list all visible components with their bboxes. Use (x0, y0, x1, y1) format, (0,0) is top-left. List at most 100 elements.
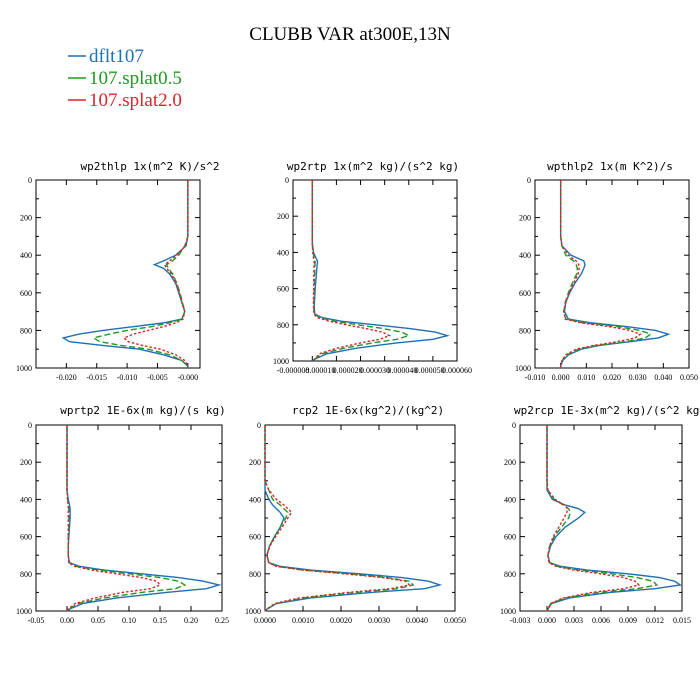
x-tick-label: 0.10 (122, 616, 136, 625)
panel-1: wp2thlp 1x(m^2 K)/s^2 0 200 400 600 800 1000 -0… (16, 160, 220, 382)
x-tick-label: 0.00 (60, 616, 74, 625)
x-tick-label: 0.000040 (387, 366, 417, 375)
y-tick-label: 200 (504, 458, 516, 467)
y-tick-label: 400 (277, 248, 289, 257)
y-tick-label: 600 (249, 533, 261, 542)
series-line-107.splat2.0 (122, 180, 189, 368)
series-line-107.splat2.0 (559, 180, 642, 368)
y-tick-label: 400 (519, 251, 531, 260)
y-tick-label: 800 (20, 326, 32, 335)
x-tick-label: -0.015 (86, 373, 107, 382)
x-tick-label: 0.003 (565, 616, 583, 625)
x-tick-label: 0.0050 (444, 616, 466, 625)
x-tick-label: 0.006 (592, 616, 610, 625)
x-tick-label: 0.0000 (254, 616, 276, 625)
panel-4: wprtp2 1E-6x(m kg)/(s kg) 0 200 400 600 800 10… (16, 404, 229, 625)
x-tick-label: 0.000030 (360, 366, 390, 375)
series-line-107.splat2.0 (264, 425, 411, 612)
x-tick-label: 0.012 (646, 616, 664, 625)
series-line-107.splat2.0 (311, 180, 392, 362)
y-tick-label: 0 (28, 176, 32, 185)
x-tick-label: 0.000060 (442, 366, 472, 375)
y-tick-label: 400 (20, 495, 32, 504)
y-tick-label: 200 (249, 458, 261, 467)
x-tick-label: 0.000 (552, 373, 570, 382)
y-tick-label: 400 (20, 251, 32, 260)
y-tick-label: 1000 (16, 607, 32, 616)
y-tick-label: 1000 (500, 607, 516, 616)
y-tick-label: 800 (504, 570, 516, 579)
x-tick-label: -0.05 (28, 616, 45, 625)
y-tick-label: 0 (527, 176, 531, 185)
y-tick-label: 200 (20, 458, 32, 467)
y-tick-label: 800 (277, 321, 289, 330)
y-tick-label: 200 (519, 214, 531, 223)
y-tick-label: 800 (20, 570, 32, 579)
x-tick-label: 0.000050 (415, 366, 445, 375)
x-tick-label: -0.003 (510, 616, 531, 625)
panel-3: wpthlp2 1x(m K^2)/s 0 200 400 600 800 1000-0.0… (515, 160, 698, 382)
x-tick-label: -0.000008 (277, 366, 310, 375)
panels: wp2thlp 1x(m^2 K)/s^202004006008001000-0… (16, 160, 700, 625)
y-tick-label: 600 (519, 289, 531, 298)
panel-2: wp2rtp 1x(m^2 kg)/(s^2 kg) 0 200 400 600 800 1… (273, 160, 472, 375)
legend-label: 107.splat0.5 (89, 68, 182, 89)
y-tick-label: 200 (20, 214, 32, 223)
x-tick-label: 0.20 (184, 616, 198, 625)
x-tick-label: 0.015 (673, 616, 691, 625)
panel-title: wp2rcp 1E-3x(m^2 kg)/(s^2 kg) (514, 404, 700, 417)
x-tick-label: 0.0040 (406, 616, 428, 625)
y-tick-label: 1000 (16, 364, 32, 373)
y-tick-label: 800 (249, 570, 261, 579)
x-tick-label: 0.020 (603, 373, 621, 382)
figure-title: CLUBB VAR at300E,13N (249, 24, 451, 45)
legend-label: 107.splat2.0 (89, 90, 182, 111)
x-tick-label: 0.0030 (368, 616, 390, 625)
y-tick-label: 0 (257, 421, 261, 430)
y-tick-label: 600 (20, 533, 32, 542)
y-tick-label: 1000 (245, 607, 261, 616)
x-tick-label: 0.05 (91, 616, 105, 625)
x-tick-label: 0.25 (215, 616, 229, 625)
y-tick-label: 800 (519, 326, 531, 335)
x-tick-label: 0.009 (619, 616, 637, 625)
x-tick-label: 0.000020 (333, 366, 363, 375)
x-tick-label: 0.000 (538, 616, 556, 625)
x-tick-label: -0.000 (178, 373, 199, 382)
y-tick-label: 600 (504, 533, 516, 542)
x-tick-label: 0.050 (680, 373, 698, 382)
x-tick-label: 0.010 (577, 373, 595, 382)
x-tick-label: -0.020 (56, 373, 77, 382)
x-tick-label: 0.030 (629, 373, 647, 382)
x-tick-label: -0.005 (147, 373, 168, 382)
x-tick-label: -0.010 (525, 373, 546, 382)
panel-6: wp2rcp 1E-3x(m^2 kg)/(s^2 kg) 0 200 400 600 8… (500, 404, 700, 625)
panel-title: wp2rtp 1x(m^2 kg)/(s^2 kg) (287, 160, 459, 173)
series-line-107.splat2.0 (66, 425, 162, 612)
panel-5: rcp2 1E-6x(kg^2)/(kg^2) 0 200 400 600 800 1000… (245, 404, 466, 625)
y-tick-label: 400 (504, 495, 516, 504)
x-tick-label: 0.15 (153, 616, 167, 625)
y-tick-label: 400 (249, 495, 261, 504)
panel-title: rcp2 1E-6x(kg^2)/(kg^2) (292, 404, 444, 417)
y-tick-label: 0 (285, 176, 289, 185)
y-tick-label: 1000 (273, 357, 289, 366)
legend-label: dflt107 (89, 46, 144, 67)
y-tick-label: 0 (512, 421, 516, 430)
series-line-107.splat2.0 (546, 425, 641, 612)
series-line-107.splat0.5 (91, 180, 189, 368)
x-tick-label: 0.040 (654, 373, 672, 382)
panel-title: wpthlp2 1x(m K^2)/s (547, 160, 673, 173)
x-tick-label: 0.0010 (292, 616, 314, 625)
x-tick-label: 0.000010 (305, 366, 335, 375)
y-tick-label: 200 (277, 212, 289, 221)
x-tick-label: 0.0020 (330, 616, 352, 625)
y-tick-label: 600 (20, 289, 32, 298)
y-tick-label: 0 (28, 421, 32, 430)
y-tick-label: 1000 (515, 364, 531, 373)
series-line-dflt107 (264, 425, 443, 612)
panel-title: wprtp2 1E-6x(m kg)/(s kg) (60, 404, 226, 417)
y-tick-label: 600 (277, 285, 289, 294)
